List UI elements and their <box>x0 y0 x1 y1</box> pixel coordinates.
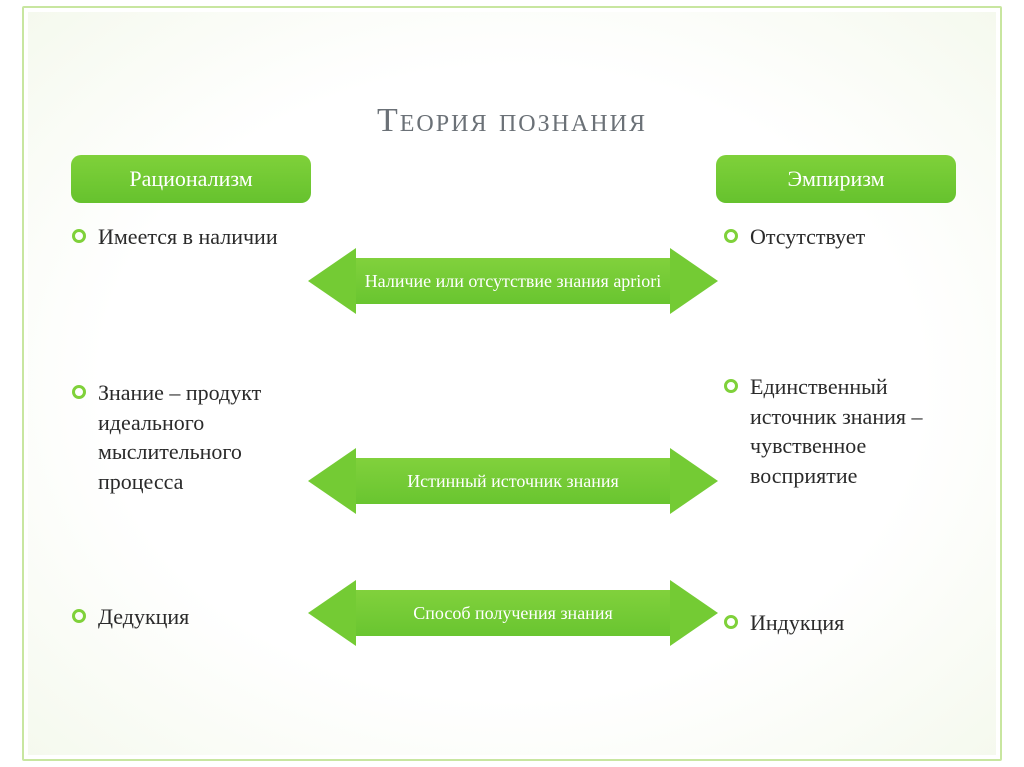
header-left-pill: Рационализм <box>71 155 311 203</box>
arrow-right-icon <box>670 248 718 314</box>
left-text-1: Имеется в наличии <box>98 222 278 252</box>
arrow-left-icon <box>308 248 356 314</box>
left-bullet-2: Знание – продукт идеального мыслительног… <box>72 378 304 497</box>
right-bullet-2: Единственный источник знания – чувственн… <box>724 372 974 491</box>
right-bullet-1: Отсутствует <box>724 222 974 252</box>
right-text-1: Отсутствует <box>750 222 865 252</box>
header-right-label: Эмпиризм <box>787 166 884 192</box>
arrow-3-label: Способ получения знания <box>413 603 612 624</box>
header-right-pill: Эмпиризм <box>716 155 956 203</box>
arrow-left-icon <box>308 580 356 646</box>
right-text-2: Единственный источник знания – чувственн… <box>750 372 974 491</box>
bullet-icon <box>72 229 86 243</box>
arrow-3: Способ получения знания <box>308 580 718 646</box>
arrow-1-label: Наличие или отсутствие знания apriori <box>365 271 662 292</box>
bullet-icon <box>724 229 738 243</box>
arrow-right-icon <box>670 448 718 514</box>
left-text-3: Дедукция <box>98 602 189 632</box>
right-text-3: Индукция <box>750 608 844 638</box>
bullet-icon <box>724 615 738 629</box>
arrow-1-body: Наличие или отсутствие знания apriori <box>356 258 670 304</box>
arrow-2-label: Истинный источник знания <box>407 471 619 492</box>
left-bullet-3: Дедукция <box>72 602 304 632</box>
left-bullet-1: Имеется в наличии <box>72 222 304 252</box>
arrow-1: Наличие или отсутствие знания apriori <box>308 248 718 314</box>
header-left-label: Рационализм <box>129 166 252 192</box>
arrow-2: Истинный источник знания <box>308 448 718 514</box>
bullet-icon <box>72 609 86 623</box>
bullet-icon <box>72 385 86 399</box>
arrow-left-icon <box>308 448 356 514</box>
right-bullet-3: Индукция <box>724 608 974 638</box>
arrow-3-body: Способ получения знания <box>356 590 670 636</box>
slide-title: Теория познания <box>0 102 1024 140</box>
arrow-2-body: Истинный источник знания <box>356 458 670 504</box>
arrow-right-icon <box>670 580 718 646</box>
left-text-2: Знание – продукт идеального мыслительног… <box>98 378 304 497</box>
bullet-icon <box>724 379 738 393</box>
